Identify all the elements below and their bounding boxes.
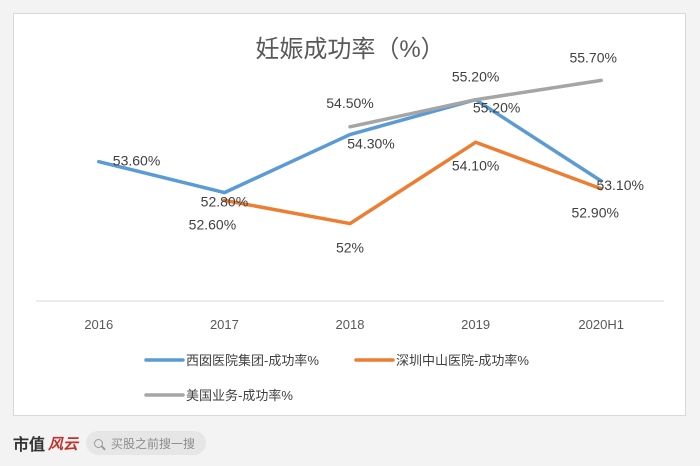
- data-label: 55.70%: [569, 49, 616, 65]
- data-label: 54.10%: [452, 157, 499, 173]
- line-chart: 妊娠成功率（%） 2016 2017 2018 2019 2020H1 53.60% 52.8…: [36, 36, 664, 403]
- data-point: [348, 133, 352, 137]
- data-point: [348, 125, 352, 129]
- data-label: 53.10%: [596, 177, 643, 193]
- data-label: 52.90%: [571, 205, 618, 221]
- data-label: 52%: [336, 240, 364, 256]
- data-point: [474, 98, 478, 102]
- data-label: 53.60%: [113, 153, 160, 169]
- data-point: [474, 140, 478, 144]
- x-tick-label: 2018: [336, 317, 365, 332]
- brand-logo: 风云: [48, 434, 79, 453]
- search-icon: [94, 438, 104, 448]
- x-tick-label: 2017: [210, 317, 239, 332]
- data-point: [222, 191, 226, 195]
- series-line-2: [222, 140, 603, 226]
- chart-card: 妊娠成功率（%） 2016 2017 2018 2019 2020H1 53.60% 52.8…: [13, 13, 686, 416]
- search-placeholder: 买股之前搜一搜: [111, 436, 196, 451]
- data-label: 54.30%: [347, 136, 394, 152]
- footer-bar: 市值 风云 买股之前搜一搜: [13, 428, 313, 458]
- data-label: 55.20%: [452, 69, 499, 85]
- search-box[interactable]: 买股之前搜一搜: [86, 431, 207, 455]
- chart-title: 妊娠成功率（%）: [255, 36, 444, 63]
- data-point: [97, 160, 101, 164]
- x-tick-label: 2016: [84, 317, 113, 332]
- data-label: 52.60%: [189, 216, 236, 232]
- data-label: 54.50%: [326, 95, 373, 111]
- brand-name: 市值: [13, 435, 46, 454]
- data-point: [599, 187, 603, 191]
- x-tick-label: 2019: [461, 317, 490, 332]
- data-label: 52.80%: [201, 194, 248, 210]
- data-point: [222, 198, 226, 202]
- data-point: [599, 78, 603, 82]
- data-label: 55.20%: [473, 100, 520, 116]
- legend-label: 西囡医院集团-成功率%: [186, 353, 319, 368]
- legend-label: 深圳中山医院-成功率%: [396, 353, 529, 368]
- legend-label: 美国业务-成功率%: [186, 388, 293, 403]
- data-point: [599, 179, 603, 183]
- data-point: [348, 222, 352, 226]
- x-tick-label: 2020H1: [578, 317, 624, 332]
